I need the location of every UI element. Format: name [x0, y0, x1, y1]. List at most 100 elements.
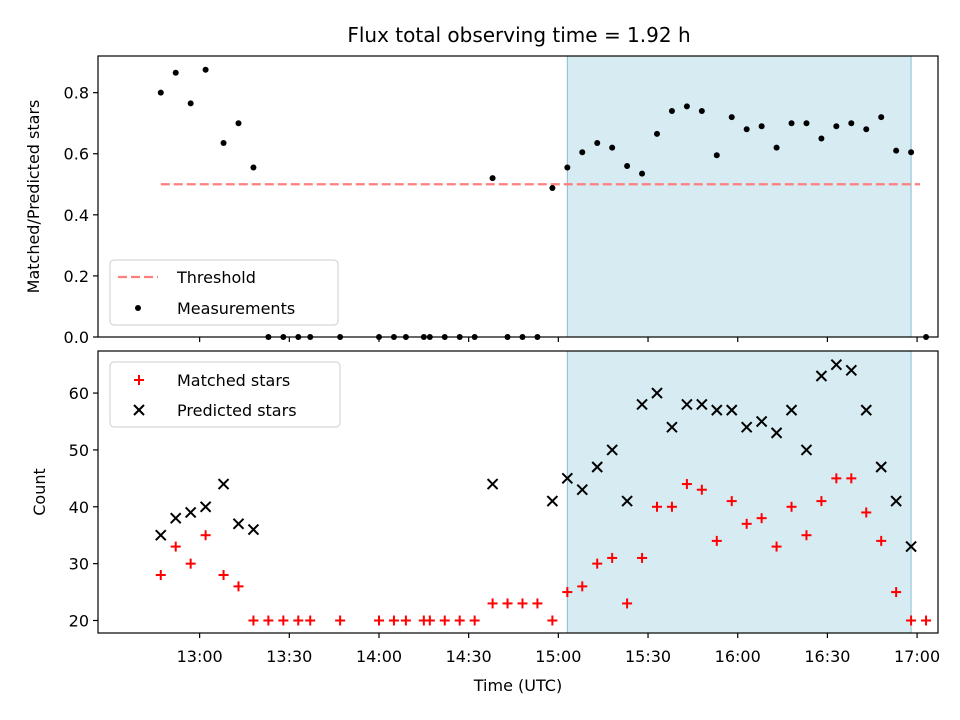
legend-plus-mark	[134, 375, 144, 385]
measurement-point	[893, 147, 900, 154]
matched-star-point	[786, 501, 797, 512]
matched-star-point	[373, 615, 384, 626]
x-tick-label: 13:00	[177, 647, 223, 666]
bottom-y-tick-label: 30	[69, 555, 89, 574]
matched-star-point	[454, 615, 465, 626]
matched-star-point	[681, 479, 692, 490]
measurement-point	[728, 114, 735, 121]
x-tick-label: 14:00	[356, 647, 402, 666]
measurement-point	[668, 107, 675, 114]
measurement-point	[235, 120, 242, 127]
top-y-tick-label: 0.6	[64, 145, 89, 164]
measurement-point	[172, 69, 179, 76]
predicted-star-point	[785, 404, 798, 416]
matched-star-point	[771, 541, 782, 552]
matched-star-point	[816, 496, 827, 507]
matched-star-point	[502, 598, 513, 609]
observing-span	[566, 350, 912, 634]
predicted-star-point	[681, 398, 693, 411]
legend-matched-label: Matched stars	[177, 371, 290, 390]
matched-star-point	[517, 598, 528, 609]
legend-x-mark	[133, 404, 145, 416]
predicted-star-point	[875, 461, 887, 473]
measurement-point	[698, 107, 705, 114]
measurement-point	[818, 135, 825, 142]
matched-star-point	[741, 518, 752, 529]
matched-star-point	[801, 530, 812, 541]
measurement-point	[833, 123, 840, 130]
measurement-point	[803, 120, 810, 127]
predicted-star-point	[247, 523, 260, 536]
predicted-star-point	[621, 495, 633, 507]
predicted-star-point	[726, 404, 738, 416]
x-tick-label: 15:30	[625, 647, 671, 666]
matched-star-point	[487, 598, 498, 609]
top-y-tick-label: 0.0	[64, 328, 89, 347]
matched-star-point	[577, 581, 588, 592]
matched-star-point	[696, 484, 707, 495]
predicted-star-point	[561, 472, 574, 485]
x-tick-label: 16:00	[715, 647, 761, 666]
bottom-y-tick-label: 60	[69, 384, 89, 403]
predicted-star-point	[606, 444, 618, 456]
measurement-point	[157, 89, 164, 96]
matched-star-point	[861, 507, 872, 518]
matched-star-point	[906, 615, 917, 626]
matched-star-point	[622, 598, 633, 609]
x-tick-label: 17:00	[894, 647, 940, 666]
legend-measurements-swatch	[135, 305, 141, 311]
predicted-star-point	[651, 387, 663, 399]
top-y-ticks: 0.0 0.2 0.4 0.6 0.8	[64, 84, 98, 347]
bottom-y-ticks: 20 30 40 50 60	[69, 384, 98, 630]
predicted-star-point	[184, 506, 197, 519]
matched-star-point	[155, 570, 166, 581]
top-y-tick-label: 0.8	[64, 84, 89, 103]
matched-star-point	[876, 535, 887, 546]
measurement-point	[878, 114, 885, 121]
top-y-tick-label: 0.4	[64, 206, 89, 225]
bottom-legend-box	[109, 361, 341, 428]
measurement-point	[788, 120, 795, 127]
predicted-star-point	[232, 518, 245, 530]
predicted-star-point	[155, 529, 167, 541]
measurement-point	[579, 149, 586, 156]
legend-measurements-label: Measurements	[177, 299, 295, 318]
top-panel: 0.00.20.40.60.8 Matched/Predicted stars …	[24, 55, 939, 347]
matched-star-point	[921, 615, 932, 626]
measurement-point	[713, 152, 720, 159]
predicted-star-point	[636, 398, 648, 411]
predicted-star-point	[905, 540, 917, 553]
measurement-point	[848, 120, 855, 127]
matched-star-point	[592, 558, 603, 569]
bottom-y-tick-label: 20	[69, 611, 89, 630]
predicted-star-point	[815, 370, 828, 382]
legend-threshold-label: Threshold	[176, 268, 256, 287]
measurement-point	[624, 162, 631, 169]
bottom-axes-frame	[97, 350, 939, 634]
legend-predicted-swatch	[133, 404, 145, 416]
matched-star-point	[278, 615, 289, 626]
matched-star-point	[547, 615, 558, 626]
matched-star-point	[607, 552, 618, 563]
observing-span	[566, 55, 912, 338]
measurement-point	[564, 164, 571, 171]
x-tick-label: 13:30	[266, 647, 312, 666]
top-axes-frame	[97, 55, 939, 338]
bottom-legend: Matched stars Predicted stars	[109, 361, 341, 428]
predicted-star-point	[711, 404, 723, 416]
matched-star-point	[305, 615, 316, 626]
predicted-star-point	[800, 444, 813, 456]
matched-star-point	[532, 598, 543, 609]
matched-star-point	[756, 513, 767, 524]
measurement-point	[489, 175, 496, 182]
matched-star-point	[439, 615, 450, 626]
x-tick-label: 14:30	[446, 647, 492, 666]
matched-star-point	[170, 541, 181, 552]
matched-star-point	[293, 615, 304, 626]
predicted-star-point	[576, 484, 588, 496]
top-legend-box	[109, 259, 339, 326]
matched-star-point	[200, 530, 211, 541]
matched-star-point	[846, 473, 857, 484]
matched-star-point	[711, 535, 722, 546]
